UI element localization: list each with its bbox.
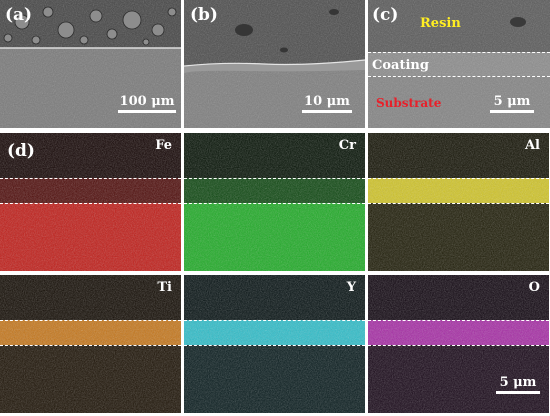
eds-map-o-image — [368, 275, 549, 413]
eds-coating-bottom-boundary — [368, 203, 549, 204]
sem-panel-b: (b) 10 μm — [184, 0, 365, 128]
coating-top-boundary — [368, 52, 550, 53]
eds-map-o: O 5 μm — [368, 275, 549, 413]
panel-label-d: (d) — [7, 141, 35, 161]
scale-bar-c-line — [490, 110, 534, 113]
substrate-label: Substrate — [376, 96, 442, 110]
eds-map-fe-image — [0, 133, 181, 271]
resin-label: Resin — [420, 16, 461, 31]
scale-bar-a: 100 μm — [118, 94, 176, 113]
eds-coating-bottom-boundary — [0, 203, 181, 204]
eds-coating-top-boundary — [184, 320, 365, 321]
element-label: Al — [524, 138, 540, 153]
scale-bar-a-label: 100 μm — [119, 94, 175, 109]
eds-map-y: Y — [184, 275, 365, 413]
scale-bar-b-line — [302, 110, 352, 113]
eds-coating-top-boundary — [368, 178, 549, 179]
eds-coating-top-boundary — [368, 320, 549, 321]
element-label: Fe — [155, 138, 172, 153]
element-label: O — [528, 280, 540, 295]
scale-bar-d-line — [496, 391, 540, 394]
eds-map-al: Al — [368, 133, 549, 271]
sem-panel-c: (c) Resin Coating Substrate 5 μm — [368, 0, 550, 128]
eds-coating-top-boundary — [184, 178, 365, 179]
eds-coating-bottom-boundary — [0, 345, 181, 346]
coating-label: Coating — [372, 58, 429, 73]
eds-coating-bottom-boundary — [184, 345, 365, 346]
scale-bar-d-label: 5 μm — [499, 375, 537, 390]
eds-coating-top-boundary — [0, 320, 181, 321]
eds-map-y-image — [184, 275, 365, 413]
element-label: Cr — [338, 138, 356, 153]
element-label: Ti — [157, 280, 172, 295]
sem-image-c — [368, 0, 550, 128]
scale-bar-c: 5 μm — [490, 94, 534, 113]
scale-bar-a-line — [118, 110, 176, 113]
panel-label-b: (b) — [190, 5, 218, 25]
eds-map-ti: Ti — [0, 275, 181, 413]
element-label: Y — [346, 280, 356, 295]
eds-coating-bottom-boundary — [184, 203, 365, 204]
sem-image-b — [184, 0, 365, 128]
panel-label-c: (c) — [372, 5, 399, 25]
scale-bar-d: 5 μm — [496, 375, 540, 394]
eds-coating-top-boundary — [0, 178, 181, 179]
eds-map-fe: Fe (d) — [0, 133, 181, 271]
eds-coating-bottom-boundary — [368, 345, 549, 346]
scale-bar-b-label: 10 μm — [304, 94, 350, 109]
eds-map-ti-image — [0, 275, 181, 413]
coating-bottom-boundary — [368, 76, 550, 77]
sem-panel-a: (a) 100 μm — [0, 0, 181, 128]
eds-map-cr: Cr — [184, 133, 365, 271]
scale-bar-b: 10 μm — [302, 94, 352, 113]
sem-image-a — [0, 0, 181, 128]
eds-map-al-image — [368, 133, 549, 271]
scale-bar-c-label: 5 μm — [493, 94, 531, 109]
panel-label-a: (a) — [5, 5, 33, 25]
eds-map-cr-image — [184, 133, 365, 271]
